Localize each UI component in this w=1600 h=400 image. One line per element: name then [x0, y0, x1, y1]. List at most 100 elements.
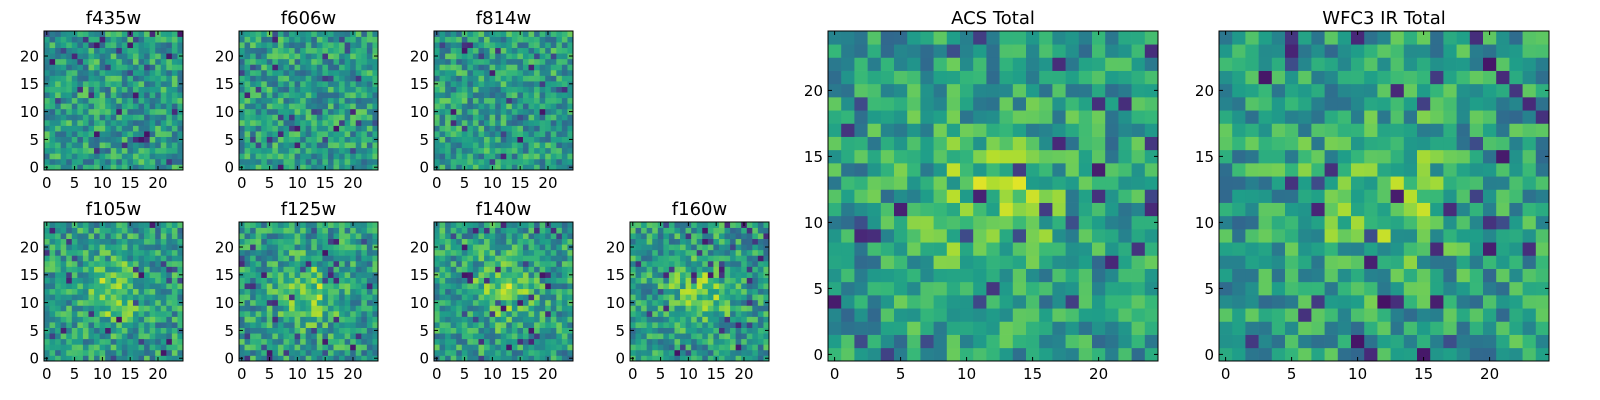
heatmap-cell: [361, 75, 368, 82]
heatmap-cell: [534, 103, 540, 110]
heatmap-cell: [528, 260, 535, 267]
heatmap-cell: [144, 125, 150, 132]
heatmap-cell: [355, 58, 362, 65]
heatmap-cell: [472, 81, 479, 87]
heatmap-cell: [561, 125, 568, 132]
heatmap-cell: [1144, 281, 1159, 296]
heatmap-cell: [144, 338, 150, 345]
heatmap-cell: [511, 255, 518, 262]
heatmap-cell: [757, 255, 764, 262]
heatmap-cell: [121, 288, 128, 295]
heatmap-cell: [702, 288, 709, 295]
heatmap-cell: [110, 238, 117, 245]
heatmap-cell: [489, 36, 496, 43]
heatmap-cell: [478, 164, 485, 171]
heatmap-cell: [127, 344, 134, 351]
heatmap-cell: [489, 316, 496, 323]
heatmap-cell: [177, 266, 184, 273]
heatmap-cell: [361, 333, 368, 340]
heatmap-cell: [495, 131, 502, 137]
heatmap-cell: [127, 283, 134, 290]
heatmap-cell: [88, 316, 95, 323]
heatmap-cell: [333, 355, 340, 362]
heatmap-cell: [511, 114, 518, 121]
heatmap-cell: [300, 136, 307, 143]
heatmap-cell: [311, 164, 318, 171]
heatmap-cell: [250, 92, 257, 99]
heatmap-cell: [294, 344, 301, 351]
heatmap-cell: [1118, 308, 1132, 322]
heatmap-cell: [327, 125, 334, 132]
heatmap-cell: [567, 97, 574, 104]
heatmap-cell: [484, 103, 490, 110]
heatmap-cell: [933, 295, 948, 309]
heatmap-cell: [49, 47, 56, 54]
heatmap-cell: [316, 53, 323, 60]
heatmap-cell: [556, 238, 563, 245]
heatmap-cell: [49, 260, 56, 267]
heatmap-cell: [44, 316, 50, 323]
heatmap-cell: [333, 81, 340, 87]
heatmap-cell: [450, 108, 457, 115]
heatmap-cell: [867, 242, 882, 256]
heatmap-cell: [854, 255, 868, 269]
heatmap-cell: [567, 288, 574, 295]
heatmap-cell: [105, 108, 112, 115]
heatmap-cell: [350, 283, 357, 290]
heatmap-cell: [1144, 202, 1159, 217]
heatmap-cell: [339, 147, 345, 154]
heatmap-cell: [261, 92, 268, 99]
heatmap-cell: [344, 260, 351, 267]
heatmap-cell: [160, 244, 167, 251]
heatmap-cell: [105, 164, 112, 171]
heatmap-cell: [450, 238, 457, 245]
heatmap-cell: [160, 153, 167, 160]
heatmap-cell: [322, 136, 329, 143]
heatmap-cell: [685, 305, 692, 312]
heatmap-cell: [730, 233, 736, 240]
heatmap-cell: [567, 316, 574, 323]
heatmap-cell: [350, 97, 357, 104]
heatmap-cell: [294, 36, 301, 43]
heatmap-cell: [266, 294, 273, 301]
heatmap-cell: [495, 42, 502, 49]
heatmap-cell: [456, 131, 463, 137]
heatmap-cell: [456, 125, 463, 132]
heatmap-cell: [355, 64, 362, 71]
heatmap-cell: [641, 272, 648, 278]
heatmap-cell: [539, 310, 546, 317]
heatmap-cell: [668, 233, 675, 240]
heatmap-cell: [445, 36, 452, 43]
x-tick-label: 20: [538, 365, 557, 383]
heatmap-cell: [484, 131, 490, 137]
heatmap-cell: [561, 227, 568, 234]
heatmap-cell: [266, 283, 273, 290]
heatmap-cell: [132, 233, 139, 240]
heatmap-cell: [434, 75, 440, 82]
heatmap-cell: [999, 334, 1014, 349]
heatmap-cell: [545, 244, 552, 251]
heatmap-cell: [539, 305, 546, 312]
heatmap-cell: [66, 233, 73, 240]
y-tick-label: 0: [224, 159, 234, 177]
heatmap-cell: [641, 233, 648, 240]
heatmap-cell: [757, 283, 764, 290]
heatmap-cell: [434, 310, 440, 317]
heatmap-cell: [71, 86, 78, 93]
heatmap-cell: [60, 47, 67, 54]
heatmap-cell: [261, 103, 268, 110]
heatmap-cell: [244, 227, 251, 234]
heatmap-cell: [439, 81, 446, 87]
heatmap-cell: [361, 344, 368, 351]
heatmap-cell: [305, 299, 312, 306]
heatmap-cell: [511, 64, 518, 71]
heatmap-cell: [171, 310, 178, 317]
heatmap-cell: [478, 327, 485, 334]
heatmap-cell: [60, 31, 67, 37]
heatmap-cell: [339, 31, 345, 37]
heatmap-cell: [283, 58, 290, 65]
heatmap-cell: [1012, 242, 1027, 256]
heatmap-cell: [545, 310, 552, 317]
heatmap-cell: [94, 344, 100, 351]
heatmap-cell: [250, 142, 257, 149]
